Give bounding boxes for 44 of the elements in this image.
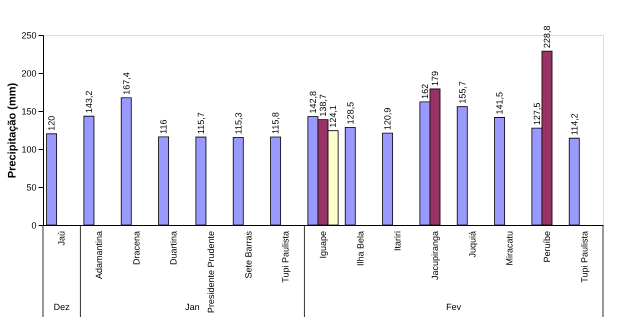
data-label: 114,2 [569,113,580,136]
x-tick-label: Juquiá [467,231,478,258]
x-tick-label: Tupi Paulista [579,231,590,283]
y-tick-label: 0 [31,220,36,230]
data-label: 120 [46,116,57,131]
x-tick-label: Sete Barras [243,230,254,279]
x-tick-label: Ilha Bela [355,231,366,266]
text: Dez [54,302,70,312]
x-tick-label: Jaú [56,231,67,246]
data-label: 138,7 [318,94,328,117]
y-tick-label: 100 [21,144,36,154]
data-label: 128,5 [345,102,356,124]
x-tick-label: Dracena [131,231,142,266]
text: Jan [185,302,200,312]
text: Fev [446,302,462,312]
data-label: 115,8 [270,112,281,134]
y-tick-label: 50 [26,182,36,192]
data-label: 167,4 [121,72,132,95]
data-label: 162 [420,84,430,99]
y-tick-label: 150 [21,106,36,116]
x-tick-label: Iguape [318,231,328,259]
data-label: 124,1 [328,105,338,128]
data-label: 127,5 [532,102,542,126]
data-label: 179 [430,70,440,86]
x-tick-label: Peruíbe [542,231,552,263]
x-tick-label: Miracatu [504,231,515,266]
x-tick-label: Adamantina [94,231,104,280]
y-tick-label: 250 [21,30,36,40]
y-tick-label: 200 [21,68,36,78]
data-label: 116 [158,119,169,134]
data-label: 142,8 [308,90,318,114]
x-tick-label: Tupi Paulista [280,231,291,283]
x-tick-label: Duartina [168,231,179,266]
data-label: 120,9 [382,108,393,130]
data-label: 115,3 [233,112,244,134]
data-label: 115,7 [196,112,206,134]
y-axis-title: Precipitação (mm) [6,82,18,178]
data-label: 141,5 [494,92,505,114]
x-tick-label: Jacupiranga [430,231,440,280]
x-tick-label: Itariri [392,231,403,251]
data-label: 155,7 [457,81,468,104]
x-tick-label: Presidente Prudente [206,231,216,314]
data-label: 228,8 [542,26,552,48]
data-label: 143,2 [84,90,94,114]
